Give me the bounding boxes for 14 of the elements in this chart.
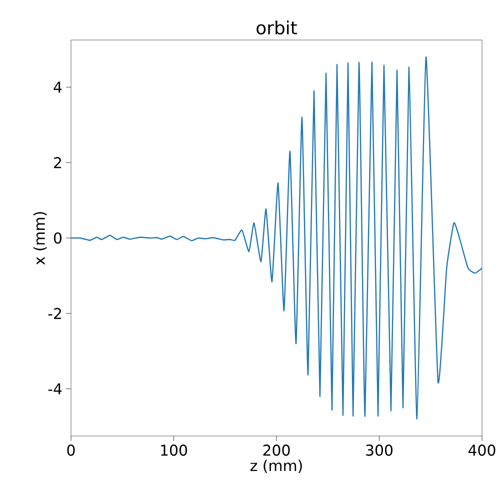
y-axis-title: x (mm): [33, 212, 47, 265]
line-series: [71, 56, 482, 420]
x-tick-label: 100: [161, 444, 188, 456]
x-tick-label: 400: [468, 444, 496, 456]
y-tick-label: 4: [54, 82, 62, 93]
x-tick-label: 300: [366, 444, 393, 456]
y-tick-label: -2: [48, 308, 61, 319]
x-tick-label: 200: [263, 444, 290, 456]
x-tick-label: 0: [67, 444, 75, 456]
chart-title: orbit: [256, 20, 297, 34]
x-axis-title: z (mm): [250, 460, 302, 473]
y-tick-label: 0: [54, 232, 62, 244]
y-tick-label: -4: [48, 383, 62, 394]
y-tick-label: 2: [54, 157, 61, 168]
